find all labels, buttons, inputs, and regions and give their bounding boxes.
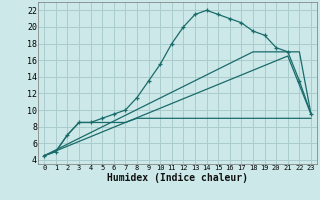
X-axis label: Humidex (Indice chaleur): Humidex (Indice chaleur) [107,173,248,183]
